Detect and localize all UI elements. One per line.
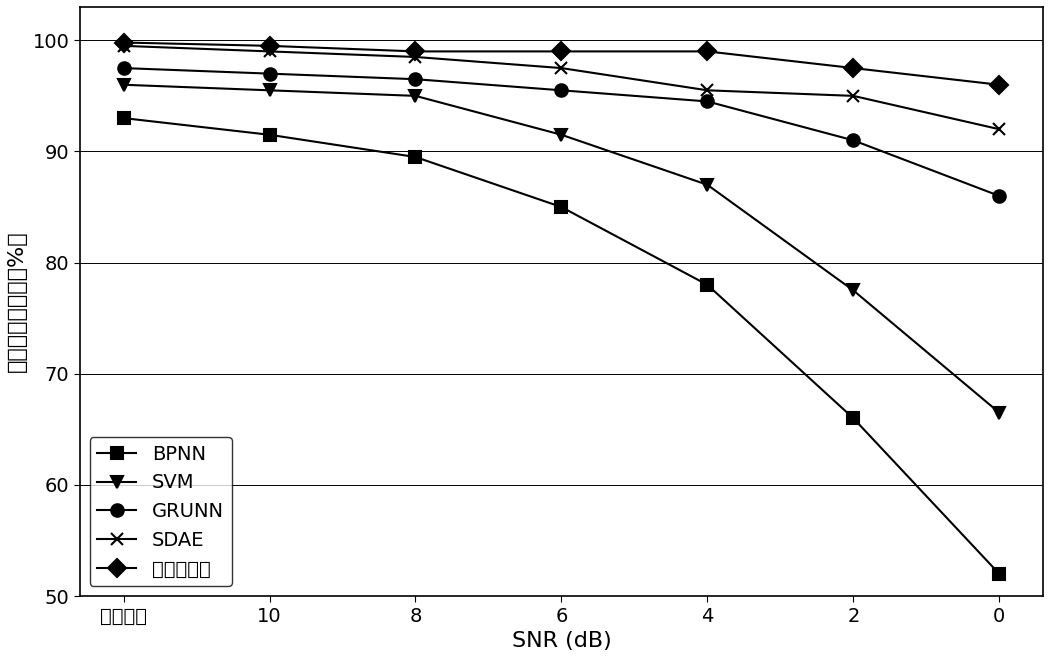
- Legend: BPNN, SVM, GRUNN, SDAE, 提出的方法: BPNN, SVM, GRUNN, SDAE, 提出的方法: [89, 437, 231, 586]
- SDAE: [555, 64, 568, 72]
- SDAE: [847, 92, 860, 100]
- BPNN: [118, 114, 130, 122]
- GRUNN: [993, 192, 1006, 200]
- GRUNN: [264, 70, 276, 78]
- Line: BPNN: BPNN: [118, 112, 1006, 580]
- 提出的方法: [701, 47, 714, 55]
- SVM: [410, 92, 422, 100]
- 提出的方法: [555, 47, 568, 55]
- GRUNN: [701, 97, 714, 105]
- SVM: [847, 286, 860, 294]
- SVM: [264, 86, 276, 94]
- Line: SDAE: SDAE: [118, 39, 1006, 136]
- BPNN: [555, 203, 568, 211]
- SVM: [555, 131, 568, 139]
- SDAE: [993, 125, 1006, 133]
- Line: 提出的方法: 提出的方法: [118, 36, 1006, 91]
- GRUNN: [847, 136, 860, 144]
- BPNN: [410, 153, 422, 161]
- Line: SVM: SVM: [118, 78, 1006, 419]
- BPNN: [847, 415, 860, 422]
- 提出的方法: [410, 47, 422, 55]
- GRUNN: [555, 86, 568, 94]
- BPNN: [993, 570, 1006, 578]
- 提出的方法: [118, 39, 130, 47]
- SDAE: [701, 86, 714, 94]
- Line: GRUNN: GRUNN: [118, 62, 1006, 202]
- GRUNN: [410, 75, 422, 83]
- 提出的方法: [993, 81, 1006, 89]
- 提出的方法: [847, 64, 860, 72]
- SDAE: [410, 53, 422, 61]
- SVM: [993, 409, 1006, 417]
- SDAE: [118, 42, 130, 50]
- BPNN: [264, 131, 276, 139]
- BPNN: [701, 281, 714, 289]
- Y-axis label: 待诊样本准确率（%）: 待诊样本准确率（%）: [7, 231, 27, 372]
- GRUNN: [118, 64, 130, 72]
- SVM: [118, 81, 130, 89]
- SVM: [701, 181, 714, 189]
- 提出的方法: [264, 42, 276, 50]
- X-axis label: SNR (dB): SNR (dB): [511, 631, 611, 651]
- SDAE: [264, 47, 276, 55]
